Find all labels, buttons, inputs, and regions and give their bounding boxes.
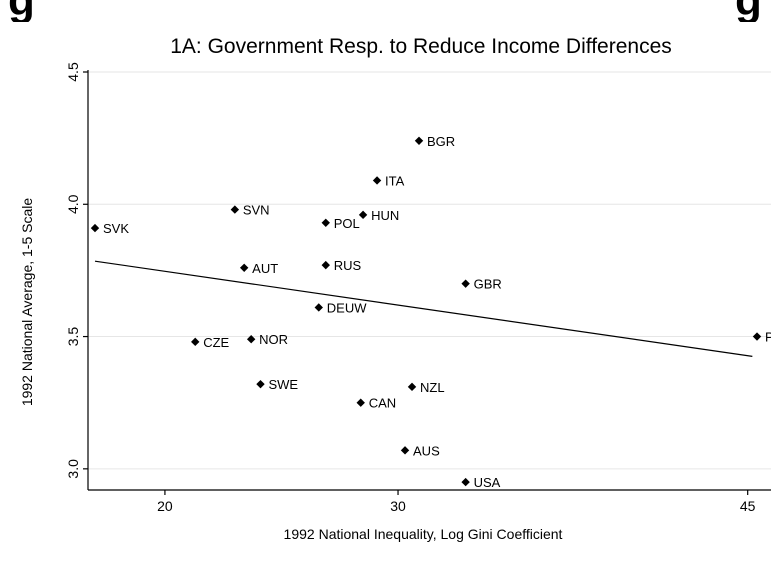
y-tick-label: 4.5 — [65, 62, 81, 82]
y-axis-label: 1992 National Average, 1-5 Scale — [19, 198, 35, 407]
data-point — [752, 332, 762, 341]
data-point — [461, 279, 470, 288]
data-point-label: NOR — [259, 332, 288, 347]
data-point-label: SWE — [268, 377, 298, 392]
data-point — [314, 303, 323, 312]
data-point-label: ITA — [385, 173, 405, 188]
data-point-label: NZL — [420, 380, 445, 395]
y-tick-label: 3.5 — [65, 327, 81, 347]
points-layer: BGR ITA SVN HUN POL SVK AUT RUS GBR DEUW PHL CZE NOR… — [90, 134, 771, 490]
axes-layer: 3.0 3.5 4.0 4.5 20 30 45 — [65, 62, 771, 514]
data-point — [414, 136, 424, 145]
data-point-label: DEUW — [327, 300, 367, 315]
scatter-chart: 1A: Government Resp. to Reduce Income Di… — [19, 35, 771, 542]
data-point-label: HUN — [371, 208, 399, 223]
data-point-label: SVK — [103, 221, 129, 236]
x-tick-label: 30 — [390, 498, 406, 514]
data-point — [90, 223, 100, 233]
data-point — [246, 335, 256, 344]
data-point — [461, 477, 470, 487]
data-point — [256, 379, 265, 389]
data-point-label: BGR — [427, 134, 455, 149]
cropped-heading-fragment: g g — [0, 0, 771, 22]
data-point-label: CZE — [203, 335, 229, 350]
data-point-label: AUT — [252, 261, 278, 276]
data-point-label: PHL — [765, 330, 771, 345]
grid-layer — [88, 71, 771, 470]
data-point-label: POL — [334, 216, 360, 231]
data-point — [321, 260, 330, 270]
data-point — [356, 398, 365, 407]
chart-title: 1A: Government Resp. to Reduce Income Di… — [170, 35, 672, 58]
data-point — [358, 210, 368, 220]
data-point — [230, 205, 240, 214]
data-point-label: SVN — [243, 203, 270, 218]
data-point-label: GBR — [474, 277, 502, 292]
data-point — [400, 446, 410, 455]
y-tick-label: 3.0 — [65, 459, 81, 479]
chart-panel: 1A: Government Resp. to Reduce Income Di… — [10, 22, 771, 563]
data-point — [321, 218, 330, 227]
data-point-label: USA — [474, 475, 501, 490]
data-point — [407, 382, 417, 392]
y-tick-label: 4.0 — [65, 194, 81, 214]
data-point-label: RUS — [334, 258, 362, 273]
data-point — [239, 263, 249, 272]
data-point — [191, 337, 200, 347]
data-point — [372, 176, 382, 185]
x-tick-label: 45 — [740, 498, 756, 514]
x-tick-label: 20 — [157, 498, 173, 514]
data-point-label: CAN — [369, 396, 396, 411]
x-axis-label: 1992 National Inequality, Log Gini Coeff… — [284, 526, 563, 542]
data-point-label: AUS — [413, 443, 440, 458]
fit-line — [94, 260, 753, 357]
